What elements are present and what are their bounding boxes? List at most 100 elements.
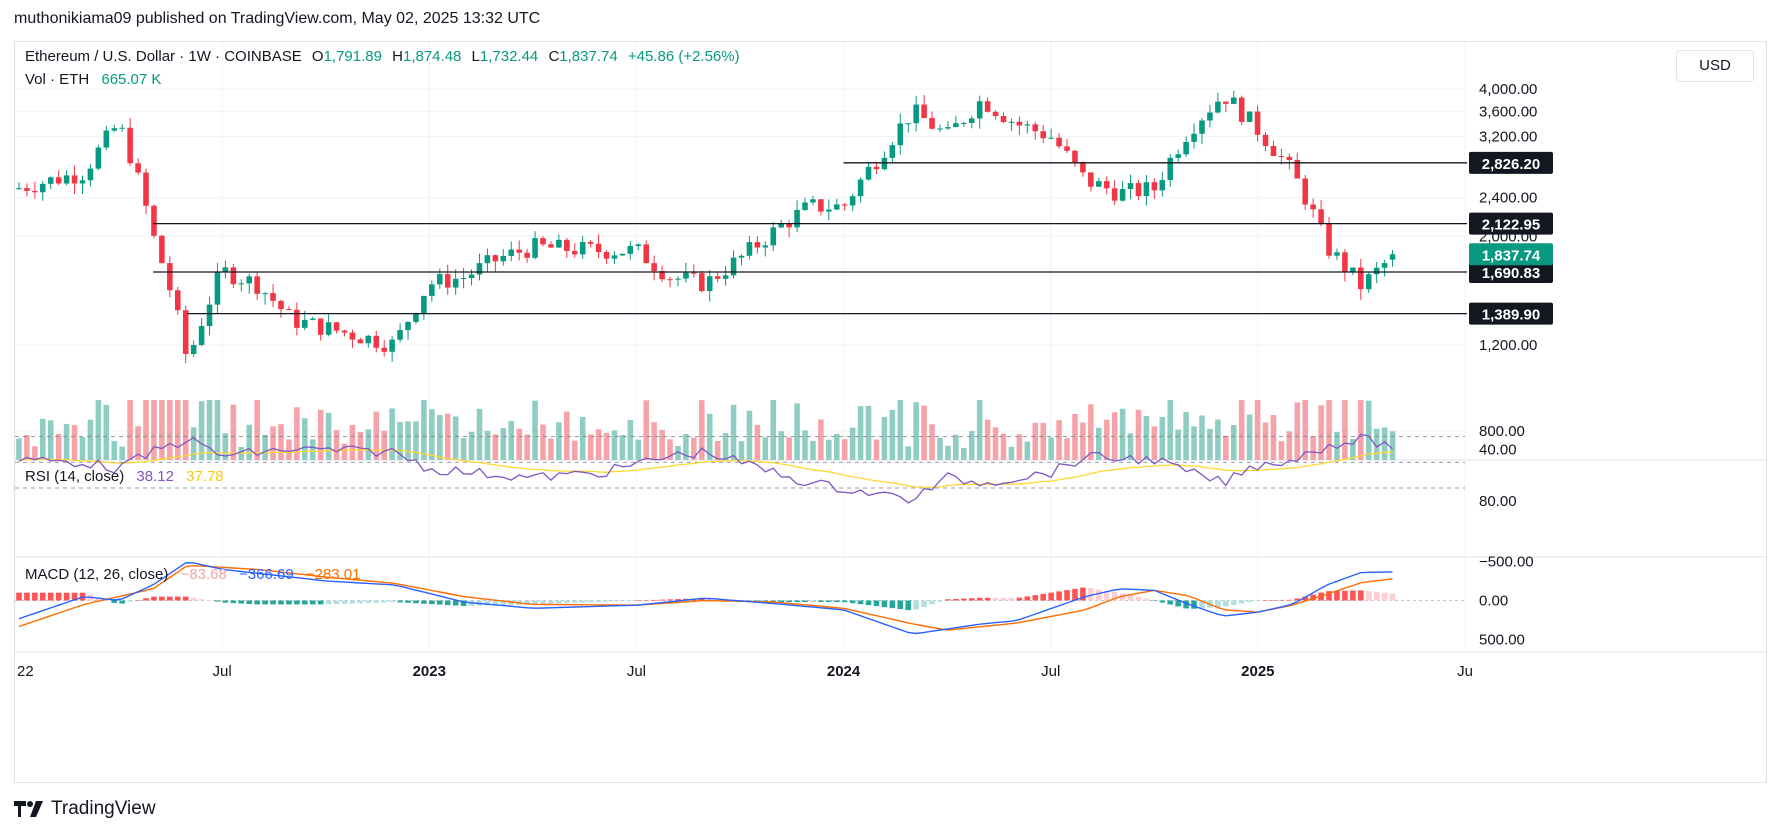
volume-bar [278,424,284,460]
candle [762,241,769,257]
candle [40,180,46,201]
currency-button[interactable]: USD [1676,50,1754,82]
volume-bar [897,400,904,460]
volume-bar [1318,405,1324,460]
macd-hist-bar [929,600,935,605]
candle [1191,123,1197,149]
chart-canvas[interactable]: 4,000.003,600.003,200.002,400.002,000.00… [15,42,1766,782]
candle [1056,133,1062,149]
volume-bar [992,427,999,460]
candle [643,240,649,264]
volume-label[interactable]: Vol · ETH [25,71,90,88]
volume-bar [1286,431,1293,460]
volume-bar [214,400,221,460]
candle-body [579,241,586,255]
candle-body [47,177,54,184]
candle-body [992,111,999,117]
candle-body [1032,124,1039,132]
macd-hist-bar [71,592,78,601]
macd-label[interactable]: MACD (12, 26, close) [25,566,169,583]
volume-bar [595,429,602,460]
macd-hist-bar [810,600,816,603]
candle [1270,140,1277,157]
volume-bar [1278,441,1285,460]
candle [619,253,626,257]
candle [190,340,197,357]
macd-tick-label: 0.00 [1479,593,1508,610]
candle-body [484,255,491,264]
volume-bar [1119,408,1126,460]
candle [699,270,705,293]
macd-hist-bar [278,600,284,605]
candle-body [722,275,729,279]
candle [1381,260,1388,277]
macd-hist-bar [24,592,30,601]
macd-hist-bar [556,600,562,604]
candle [365,334,372,348]
macd-hist-bar [1048,592,1054,601]
candle-body [230,267,237,285]
volume-bar [63,423,70,460]
candle-body [143,172,149,206]
macd-hist-bar [452,600,459,606]
volume-bar [349,425,356,460]
candle-body [1310,204,1316,210]
volume-bar [619,435,626,460]
candle-body [294,309,300,328]
candle [881,151,888,171]
candle-body [810,199,816,203]
candle [47,176,54,190]
macd-hist-bar [921,600,927,607]
macd-hist-bar [190,597,197,601]
volume-bar [1223,435,1229,460]
macd-hist-bar [373,600,380,603]
candle [286,306,292,311]
candle-body [1270,146,1277,157]
candle-body [587,241,594,244]
candle-body [524,252,530,258]
candle [1159,171,1166,197]
tradingview-logo[interactable]: TradingView [14,798,156,820]
candle-body [1373,267,1380,275]
symbol-title[interactable]: Ethereum / U.S. Dollar · 1W · COINBASE [25,48,302,65]
macd-hist-bar [436,600,443,605]
candle [294,302,300,336]
macd-hist-bar [294,600,300,605]
candle-body [135,163,141,173]
macd-hist-bar [63,592,70,601]
candle-body [452,278,459,288]
macd-hist-bar [103,600,110,601]
macd-tick-label: 500.00 [1479,632,1525,649]
volume-bar [103,404,110,460]
candle [945,120,951,131]
macd-hist-bar [1223,600,1229,607]
candle-body [1350,267,1356,272]
macd-hist-bar [611,600,618,602]
level-price-tag [1469,212,1553,235]
macd-hist-bar [444,600,451,606]
candle-body [953,123,959,128]
chart-frame[interactable]: 4,000.00 3,600.00 3,200.00 2,400.00 2,000.00… [14,41,1767,783]
high-value: 1,874.48 [402,48,462,65]
rsi-label[interactable]: RSI (14, close) [25,468,125,485]
macd-legend: MACD (12, 26, close) −83.68 −366.69 −283… [25,566,368,583]
candle-body [492,255,499,262]
candle-body [921,104,927,119]
candle [55,170,62,186]
volume-bar [79,437,86,460]
volume-bar [635,439,642,460]
candle [254,272,260,301]
candle-body [659,271,665,280]
macd-hist-bar [357,600,364,604]
candle-body [302,319,308,328]
candle [1389,250,1396,267]
macd-hist-bar [421,600,427,604]
volume-bar [95,400,102,460]
candle-body [786,224,792,228]
rsi-line [18,433,1393,504]
candle-body [794,209,800,228]
candle-body [436,274,443,285]
volume-bar [675,445,681,460]
candle-body [603,251,610,259]
candle [1334,248,1340,260]
